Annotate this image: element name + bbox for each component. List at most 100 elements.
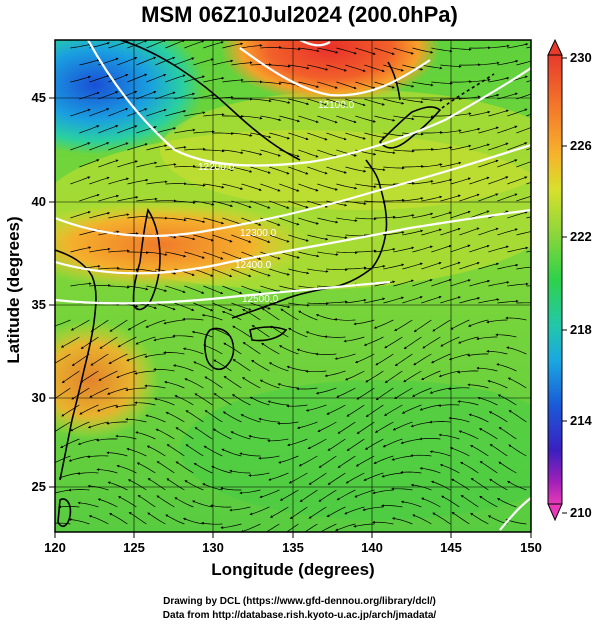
y-tick-label: 45 bbox=[32, 90, 46, 105]
streamline bbox=[231, 394, 251, 406]
streamline bbox=[526, 182, 531, 185]
streamline bbox=[89, 74, 110, 83]
streamline bbox=[336, 387, 356, 398]
streamline bbox=[412, 514, 432, 525]
streamline bbox=[136, 462, 156, 474]
streamline bbox=[374, 115, 396, 122]
streamline bbox=[117, 125, 138, 134]
streamline bbox=[117, 336, 137, 348]
streamline bbox=[174, 395, 194, 406]
streamline bbox=[108, 353, 128, 364]
streamline bbox=[353, 319, 375, 326]
streamline bbox=[497, 228, 518, 236]
streamline bbox=[307, 438, 327, 450]
contour-label-4: 12500.0 bbox=[242, 294, 279, 305]
streamline bbox=[165, 514, 185, 525]
streamline bbox=[250, 234, 271, 243]
streamline bbox=[478, 193, 499, 202]
streamline bbox=[163, 319, 185, 325]
streamline bbox=[221, 448, 242, 457]
streamline bbox=[268, 472, 289, 481]
streamline bbox=[478, 126, 499, 134]
streamline bbox=[287, 438, 308, 447]
streamline bbox=[413, 353, 432, 366]
streamline bbox=[393, 149, 415, 153]
streamline bbox=[127, 178, 149, 185]
streamline bbox=[355, 47, 376, 55]
streamline bbox=[241, 115, 263, 120]
streamline bbox=[203, 285, 224, 295]
streamline bbox=[125, 417, 147, 423]
streamline bbox=[421, 195, 443, 202]
streamline bbox=[134, 401, 156, 406]
streamline bbox=[165, 145, 187, 151]
streamline bbox=[184, 480, 204, 491]
credit-data: Data from http://database.rish.kyoto-u.a… bbox=[162, 610, 437, 621]
streamline bbox=[70, 142, 91, 151]
streamline bbox=[486, 349, 508, 355]
streamline bbox=[393, 47, 414, 55]
streamline bbox=[231, 234, 252, 243]
streamline bbox=[146, 144, 168, 151]
streamline bbox=[450, 210, 471, 219]
streamline bbox=[381, 472, 403, 478]
x-tick-label: 145 bbox=[440, 540, 462, 555]
streamline bbox=[374, 421, 394, 433]
streamline bbox=[146, 445, 166, 457]
streamline bbox=[403, 370, 422, 383]
streamline bbox=[231, 166, 253, 173]
streamline bbox=[393, 279, 414, 287]
streamline bbox=[337, 421, 356, 434]
streamline bbox=[212, 302, 233, 312]
streamline bbox=[203, 344, 223, 355]
streamline bbox=[422, 336, 441, 349]
streamline bbox=[497, 159, 518, 168]
streamline bbox=[108, 142, 129, 151]
streamline bbox=[336, 149, 357, 157]
streamline bbox=[412, 180, 434, 185]
streamline bbox=[184, 183, 206, 187]
streamline bbox=[249, 506, 270, 516]
streamline bbox=[127, 251, 149, 255]
streamline bbox=[117, 90, 138, 100]
streamline bbox=[487, 379, 508, 389]
streamline bbox=[476, 366, 498, 372]
streamline bbox=[70, 282, 92, 287]
streamline bbox=[403, 336, 422, 350]
streamline bbox=[193, 94, 215, 100]
streamline bbox=[231, 61, 253, 66]
streamline bbox=[127, 143, 148, 151]
streamline bbox=[204, 410, 223, 423]
streamline bbox=[307, 166, 328, 175]
streamline bbox=[156, 495, 175, 508]
streamline bbox=[288, 268, 310, 275]
streamline bbox=[145, 414, 166, 423]
streamline bbox=[155, 127, 177, 134]
streamline bbox=[80, 370, 99, 383]
streamline bbox=[127, 214, 149, 219]
streamline bbox=[289, 506, 308, 519]
streamline bbox=[267, 438, 289, 443]
streamline bbox=[374, 247, 396, 253]
streamline bbox=[175, 461, 194, 474]
streamline bbox=[336, 115, 357, 124]
streamline bbox=[363, 336, 384, 346]
streamline bbox=[384, 370, 403, 384]
streamline bbox=[439, 464, 460, 474]
streamline bbox=[270, 325, 289, 338]
y-tick-labels: 25 30 35 40 45 bbox=[32, 90, 46, 494]
streamline bbox=[269, 98, 291, 104]
streamline bbox=[117, 57, 138, 66]
streamline bbox=[496, 363, 517, 372]
streamline bbox=[278, 345, 299, 355]
streamline bbox=[478, 61, 500, 66]
streamline bbox=[459, 297, 481, 304]
streamline bbox=[288, 200, 309, 209]
streamline bbox=[77, 501, 99, 508]
streamline bbox=[419, 404, 441, 411]
streamline bbox=[344, 506, 365, 515]
streamline bbox=[165, 251, 187, 258]
x-tick-label: 150 bbox=[520, 540, 542, 555]
streamline bbox=[326, 268, 348, 272]
streamline bbox=[280, 308, 299, 321]
